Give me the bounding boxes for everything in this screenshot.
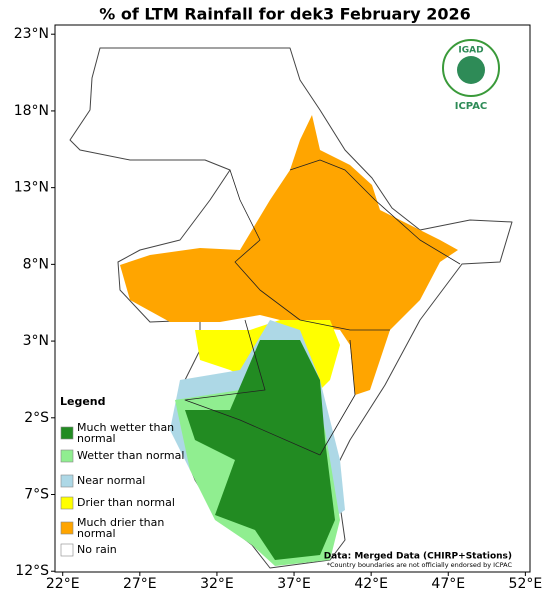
legend-label: Near normal — [77, 474, 145, 487]
y-tick-label: 7°S — [24, 487, 49, 503]
y-tick-label: 2°S — [24, 410, 49, 426]
data-source: Data: Merged Data (CHIRP+Stations) — [324, 552, 512, 562]
legend-label: Much drier than normal — [77, 516, 164, 540]
legend-swatch — [60, 521, 74, 535]
legend-swatch — [60, 449, 74, 463]
map-frame — [54, 24, 531, 573]
legend-label-line: Much wetter than — [77, 421, 174, 434]
x-tick-label: 27°E — [123, 576, 157, 592]
legend-swatch — [60, 474, 74, 488]
legend-label-line: Much drier than — [77, 516, 164, 529]
legend-swatch — [60, 543, 74, 557]
logo-emblem — [457, 56, 485, 84]
x-tick-label: 42°E — [354, 576, 388, 592]
logo: IGAD ICPAC — [442, 39, 500, 112]
country-border — [319, 339, 356, 456]
legend-swatch — [60, 426, 74, 440]
y-tick-label: 18°N — [14, 103, 49, 119]
country-border — [289, 159, 461, 265]
legend-label: Drier than normal — [77, 496, 175, 509]
y-tick-label: 3°N — [23, 333, 49, 349]
y-tick-label: 12°S — [15, 563, 49, 579]
country-border — [229, 169, 390, 331]
y-tick-label: 13°N — [14, 180, 49, 196]
legend-title: Legend — [60, 395, 106, 408]
x-tick-label: 47°E — [431, 576, 465, 592]
x-tick-label: 37°E — [277, 576, 311, 592]
legend-swatch — [60, 496, 74, 510]
legend-label: No rain — [77, 543, 117, 556]
x-tick-label: 52°E — [509, 576, 543, 592]
x-tick-label: 22°E — [46, 576, 80, 592]
much-drier-area — [120, 115, 458, 395]
disclaimer: *Country boundaries are not officially e… — [327, 561, 513, 569]
y-tick-label: 8°N — [23, 256, 49, 272]
country-border — [184, 319, 321, 456]
legend-label-line: normal — [77, 527, 116, 540]
y-tick-label: 23°N — [14, 26, 49, 42]
legend-label: Wetter than normal — [77, 449, 184, 462]
map-title: % of LTM Rainfall for dek3 February 2026 — [99, 5, 471, 24]
logo-text: IGAD — [458, 46, 483, 56]
legend-label-line: normal — [77, 432, 116, 445]
logo-text: ICPAC — [455, 101, 488, 112]
x-tick-label: 32°E — [200, 576, 234, 592]
map-area — [69, 47, 513, 569]
much-wetter-area — [185, 340, 335, 560]
legend-label: Much wetter than normal — [77, 421, 174, 445]
